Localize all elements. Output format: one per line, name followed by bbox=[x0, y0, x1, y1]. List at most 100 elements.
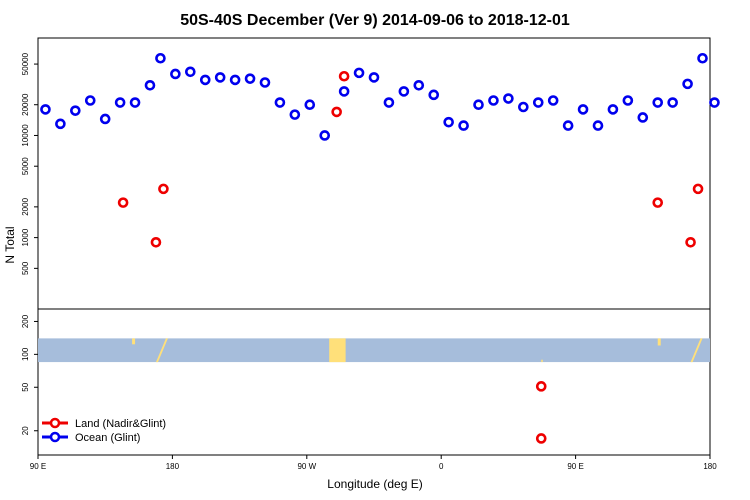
land-point bbox=[331, 106, 342, 118]
ocean-point bbox=[259, 77, 271, 88]
land-point bbox=[338, 70, 350, 82]
ocean-point bbox=[532, 97, 544, 108]
legend-entry-land: Land (Nadir&Glint) bbox=[42, 417, 166, 430]
ocean-point bbox=[473, 99, 484, 111]
ocean-point bbox=[353, 67, 365, 79]
x-tick-label: 0 bbox=[439, 462, 444, 471]
ocean-point bbox=[70, 105, 81, 116]
ocean-point bbox=[562, 120, 574, 131]
ocean-point bbox=[155, 52, 166, 64]
land-point bbox=[158, 183, 169, 195]
x-tick-label: 180 bbox=[703, 462, 717, 471]
chart-title: 50S-40S December (Ver 9) 2014-09-06 to 2… bbox=[180, 12, 570, 29]
legend: Land (Nadir&Glint) Ocean (Glint) bbox=[42, 417, 166, 444]
y-tick-label: 5000 bbox=[21, 157, 30, 175]
y-tick-label: 2000 bbox=[21, 197, 30, 215]
land-coverage bbox=[657, 338, 661, 346]
ocean-point bbox=[144, 79, 156, 91]
ocean-point bbox=[652, 97, 664, 108]
ocean-point bbox=[114, 97, 126, 108]
legend-marker-ocean bbox=[49, 431, 61, 443]
ocean-point bbox=[547, 95, 559, 106]
land-point bbox=[652, 197, 664, 208]
land-coverage bbox=[690, 338, 703, 363]
land-coverage bbox=[541, 359, 543, 363]
y-tick-label: 500 bbox=[21, 261, 30, 275]
y-tick-label: 10000 bbox=[21, 124, 30, 147]
y-tick-label: 1000 bbox=[21, 228, 30, 246]
upper-points bbox=[40, 52, 720, 248]
lower-panel: 20 50 100 200 bbox=[21, 308, 711, 456]
ocean-point bbox=[214, 72, 226, 83]
ocean-point bbox=[682, 78, 693, 90]
ocean-point bbox=[428, 89, 440, 101]
ocean-point bbox=[458, 120, 469, 131]
upper-y-ticks: 500 1000 2000 5000 10000 20000 50000 bbox=[21, 52, 38, 275]
ocean-point bbox=[244, 73, 256, 84]
lower-y-ticks: 20 50 100 200 bbox=[21, 314, 38, 435]
y-tick-label: 50000 bbox=[21, 52, 30, 75]
ocean-coverage bbox=[38, 338, 710, 363]
ocean-point bbox=[368, 72, 380, 83]
legend-label-ocean: Ocean (Glint) bbox=[75, 432, 140, 444]
lower-points bbox=[535, 381, 547, 444]
ocean-point bbox=[697, 52, 708, 64]
y-tick-label: 200 bbox=[21, 314, 30, 328]
ocean-point bbox=[577, 104, 589, 115]
ocean-point bbox=[170, 68, 181, 80]
y-tick-label: 100 bbox=[21, 347, 30, 361]
ocean-point bbox=[274, 97, 286, 108]
land-point bbox=[535, 381, 547, 392]
x-axis-label: Longitude (deg E) bbox=[327, 477, 422, 491]
ocean-point bbox=[488, 95, 499, 106]
ocean-point bbox=[622, 95, 634, 106]
y-tick-label: 20 bbox=[21, 426, 30, 435]
ocean-point bbox=[129, 97, 141, 108]
ocean-point bbox=[592, 120, 604, 131]
land-point bbox=[535, 433, 547, 444]
land-point bbox=[117, 197, 129, 208]
coverage-band bbox=[38, 338, 710, 363]
ocean-point bbox=[398, 86, 410, 97]
ocean-point bbox=[503, 93, 514, 104]
y-tick-label: 20000 bbox=[21, 93, 30, 116]
ocean-point bbox=[443, 116, 454, 128]
ocean-point bbox=[709, 97, 720, 108]
upper-panel: 500 1000 2000 5000 10000 20000 50000 bbox=[21, 37, 720, 310]
legend-label-land: Land (Nadir&Glint) bbox=[75, 418, 166, 430]
ocean-point bbox=[413, 79, 425, 91]
ocean-point bbox=[289, 109, 301, 120]
ocean-point bbox=[607, 104, 619, 115]
ocean-point bbox=[518, 101, 529, 113]
x-ticks: 90 E 180 90 W 0 90 E 180 bbox=[30, 455, 717, 471]
ocean-point bbox=[99, 113, 111, 125]
lower-panel-frame bbox=[37, 308, 711, 456]
land-coverage bbox=[132, 338, 136, 345]
y-tick-label: 50 bbox=[21, 382, 30, 391]
land-coverage bbox=[329, 338, 346, 363]
ocean-point bbox=[229, 74, 241, 86]
ocean-point bbox=[40, 104, 51, 115]
y-axis-label: N Total bbox=[3, 226, 17, 263]
x-tick-label: 90 E bbox=[30, 462, 46, 471]
land-point bbox=[685, 236, 696, 248]
ocean-point bbox=[319, 130, 331, 141]
ocean-point bbox=[199, 74, 211, 86]
ocean-point bbox=[667, 97, 678, 108]
ocean-point bbox=[55, 118, 66, 130]
land-point bbox=[150, 236, 162, 248]
x-tick-label: 90 W bbox=[297, 462, 316, 471]
land-coverage bbox=[155, 338, 168, 363]
x-tick-label: 90 E bbox=[567, 462, 583, 471]
legend-entry-ocean: Ocean (Glint) bbox=[42, 431, 140, 444]
land-point bbox=[692, 183, 704, 195]
legend-marker-land bbox=[49, 417, 61, 429]
ocean-point bbox=[84, 95, 96, 106]
ocean-point bbox=[338, 86, 350, 97]
ocean-point bbox=[383, 97, 395, 108]
ocean-point bbox=[637, 112, 649, 123]
ocean-point bbox=[304, 99, 316, 111]
x-tick-label: 180 bbox=[166, 462, 180, 471]
ocean-point bbox=[185, 66, 196, 78]
